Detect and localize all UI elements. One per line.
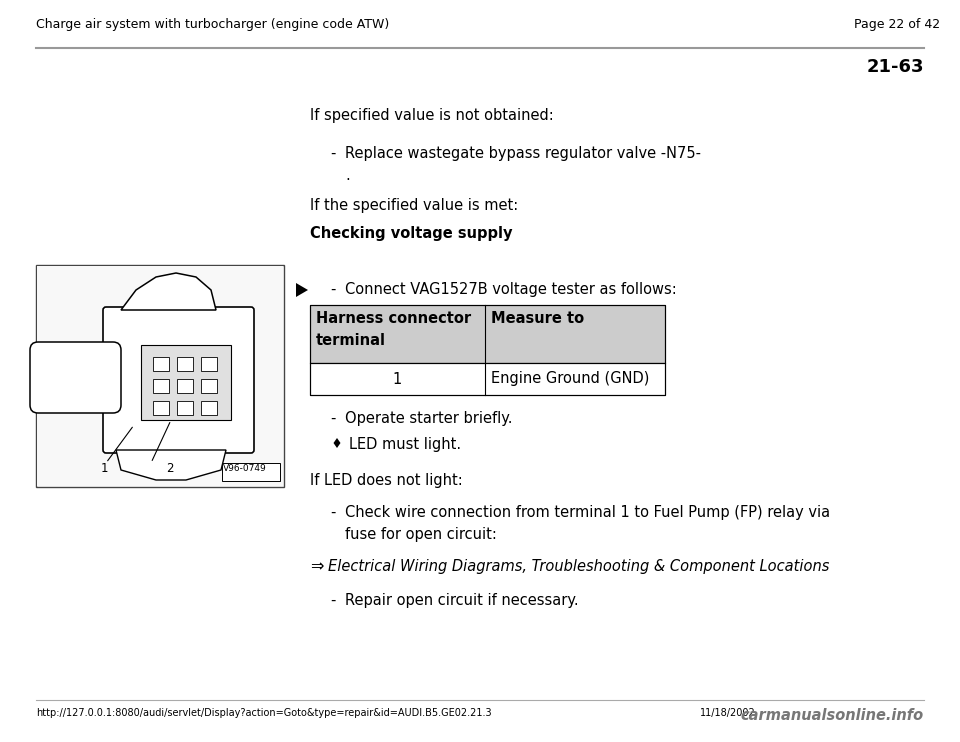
Text: 1: 1 (393, 372, 402, 387)
Bar (153, 401, 169, 415)
Text: http://127.0.0.1:8080/audi/servlet/Display?action=Goto&type=repair&id=AUDI.B5.GE: http://127.0.0.1:8080/audi/servlet/Displ… (36, 708, 492, 718)
Bar (36, 265, 284, 487)
Bar (201, 357, 217, 371)
Text: Operate starter briefly.: Operate starter briefly. (345, 411, 513, 426)
Bar (141, 345, 231, 420)
Text: Page 22 of 42: Page 22 of 42 (853, 18, 940, 31)
Bar (37, 266, 283, 486)
Polygon shape (333, 438, 341, 448)
Bar (222, 463, 280, 481)
Text: -: - (330, 593, 335, 608)
Text: LED must light.: LED must light. (349, 437, 461, 452)
Text: Checking voltage supply: Checking voltage supply (310, 226, 513, 241)
Text: If the specified value is met:: If the specified value is met: (310, 198, 518, 213)
Text: 1: 1 (101, 462, 108, 475)
Polygon shape (121, 273, 216, 310)
Bar (177, 357, 193, 371)
Bar (153, 379, 169, 393)
Text: 2: 2 (166, 462, 174, 475)
Text: Engine Ground (GND): Engine Ground (GND) (491, 372, 649, 387)
Text: -: - (330, 411, 335, 426)
Text: Check wire connection from terminal 1 to Fuel Pump (FP) relay via: Check wire connection from terminal 1 to… (345, 505, 830, 520)
Text: -: - (330, 505, 335, 520)
Text: Repair open circuit if necessary.: Repair open circuit if necessary. (345, 593, 579, 608)
FancyBboxPatch shape (30, 342, 121, 413)
Polygon shape (116, 450, 226, 480)
Text: Charge air system with turbocharger (engine code ATW): Charge air system with turbocharger (eng… (36, 18, 389, 31)
Text: 11/18/2002: 11/18/2002 (700, 708, 756, 718)
Text: If specified value is not obtained:: If specified value is not obtained: (310, 108, 554, 123)
Text: Measure to: Measure to (491, 311, 584, 326)
Text: .: . (345, 168, 349, 183)
Text: carmanualsonline.info: carmanualsonline.info (741, 708, 924, 723)
Text: -: - (330, 146, 335, 161)
Bar (310, 363, 665, 395)
Polygon shape (296, 283, 308, 297)
Bar (177, 379, 193, 393)
Bar (201, 401, 217, 415)
Text: 21-63: 21-63 (867, 58, 924, 76)
Bar (310, 305, 665, 363)
Bar (310, 305, 665, 395)
Text: V96-0749: V96-0749 (223, 464, 267, 473)
Text: If LED does not light:: If LED does not light: (310, 473, 463, 488)
Text: Harness connector: Harness connector (316, 311, 471, 326)
Bar (177, 401, 193, 415)
Text: -: - (330, 282, 335, 297)
Text: terminal: terminal (316, 333, 386, 348)
Text: ⇒: ⇒ (310, 559, 324, 574)
Text: Connect VAG1527B voltage tester as follows:: Connect VAG1527B voltage tester as follo… (345, 282, 677, 297)
FancyBboxPatch shape (103, 307, 254, 453)
Text: Replace wastegate bypass regulator valve -N75-: Replace wastegate bypass regulator valve… (345, 146, 701, 161)
Bar (153, 357, 169, 371)
Bar (201, 379, 217, 393)
Text: Electrical Wiring Diagrams, Troubleshooting & Component Locations: Electrical Wiring Diagrams, Troubleshoot… (328, 559, 829, 574)
Text: fuse for open circuit:: fuse for open circuit: (345, 527, 497, 542)
